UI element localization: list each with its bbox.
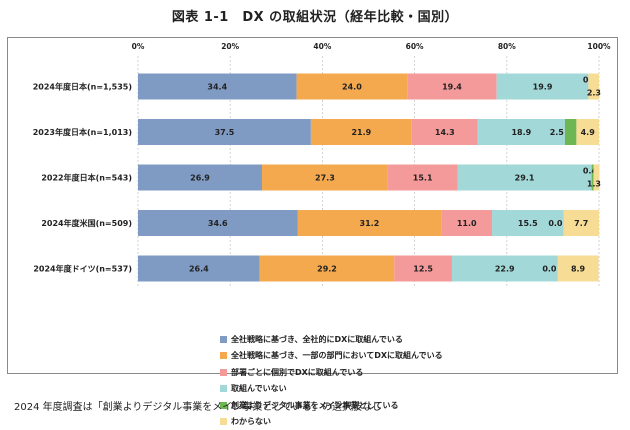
legend-swatch bbox=[220, 369, 227, 376]
data-label: 7.7 bbox=[574, 219, 588, 228]
bar-segment bbox=[565, 119, 577, 145]
data-label: 11.0 bbox=[457, 219, 477, 228]
legend-swatch bbox=[220, 385, 227, 392]
legend-swatch bbox=[220, 352, 227, 359]
data-label: 0.0 bbox=[548, 219, 563, 228]
legend-label: わからない bbox=[231, 416, 271, 427]
data-label: 18.9 bbox=[511, 128, 531, 137]
data-label: 8.9 bbox=[571, 265, 586, 274]
legend-label: 全社戦略に基づき、全社的にDXに取組んでいる bbox=[231, 334, 403, 345]
legend-item: 全社戦略に基づき、一部の部門においてDXに取組んでいる bbox=[220, 348, 443, 365]
legend-label: 部署ごとに個別でDXに取組んでいる bbox=[231, 367, 363, 378]
footnote: 2024 年度調査は「創業よりデジタル事業をメイン事業としている」の選択肢なし bbox=[14, 398, 382, 413]
category-label: 2023年度日本(n=1,013) bbox=[33, 127, 132, 137]
legend-item: 部署ごとに個別でDXに取組んでいる bbox=[220, 364, 443, 381]
category-label: 2022年度日本(n=543) bbox=[41, 173, 132, 183]
data-label: 24.0 bbox=[342, 83, 362, 92]
data-label: 29.1 bbox=[515, 174, 535, 183]
x-tick-label: 0% bbox=[132, 42, 145, 51]
legend-item: 取組んでいない bbox=[220, 381, 443, 398]
legend-swatch bbox=[220, 336, 227, 343]
chart-title: 図表 1-1 DX の取組状況（経年比較・国別） bbox=[0, 6, 630, 25]
chart-frame: 0% 20% 40% 60% 80% 100% 2024年度日本(n=1,535) 2023年… bbox=[7, 37, 618, 374]
legend-label: 全社戦略に基づき、一部の部門においてDXに取組んでいる bbox=[231, 350, 443, 361]
data-label: 15.1 bbox=[413, 174, 433, 183]
data-label: 19.4 bbox=[442, 83, 462, 92]
x-tick-label: 40% bbox=[313, 42, 331, 51]
data-label: 27.3 bbox=[315, 174, 335, 183]
data-label: 2.5 bbox=[550, 128, 565, 137]
category-label: 2024年度米国(n=509) bbox=[41, 218, 132, 228]
data-label: 2.3 bbox=[587, 89, 601, 98]
data-label: 15.5 bbox=[518, 219, 538, 228]
category-label: 2024年度日本(n=1,535) bbox=[33, 82, 132, 92]
data-label: 0.0 bbox=[542, 265, 557, 274]
data-label: 29.2 bbox=[317, 265, 337, 274]
data-label: 37.5 bbox=[215, 128, 235, 137]
data-label: 26.4 bbox=[189, 265, 209, 274]
data-label: 12.5 bbox=[413, 265, 433, 274]
data-label: 34.6 bbox=[208, 219, 228, 228]
x-tick-label: 100% bbox=[587, 42, 611, 51]
data-label: 14.3 bbox=[435, 128, 455, 137]
data-label: 22.9 bbox=[495, 265, 515, 274]
data-label: 26.9 bbox=[190, 174, 210, 183]
legend-item: 全社戦略に基づき、全社的にDXに取組んでいる bbox=[220, 331, 443, 348]
legend-label: 取組んでいない bbox=[231, 383, 287, 394]
data-label: 34.4 bbox=[207, 83, 227, 92]
data-label: 21.9 bbox=[351, 128, 371, 137]
x-tick-label: 60% bbox=[406, 42, 424, 51]
legend: 全社戦略に基づき、全社的にDXに取組んでいる全社戦略に基づき、一部の部門において… bbox=[220, 331, 443, 430]
legend-swatch bbox=[220, 418, 227, 425]
data-label: 4.9 bbox=[581, 128, 596, 137]
data-label: 31.2 bbox=[360, 219, 380, 228]
x-tick-label: 80% bbox=[498, 42, 516, 51]
stacked-bar-chart: 0% 20% 40% 60% 80% 100% 2024年度日本(n=1,535) 2023年… bbox=[8, 38, 617, 373]
data-label: 19.9 bbox=[533, 83, 553, 92]
data-label: 1.3 bbox=[587, 180, 601, 189]
legend-item: わからない bbox=[220, 414, 443, 430]
category-label: 2024年度ドイツ(n=537) bbox=[33, 264, 132, 274]
x-tick-label: 20% bbox=[221, 42, 239, 51]
